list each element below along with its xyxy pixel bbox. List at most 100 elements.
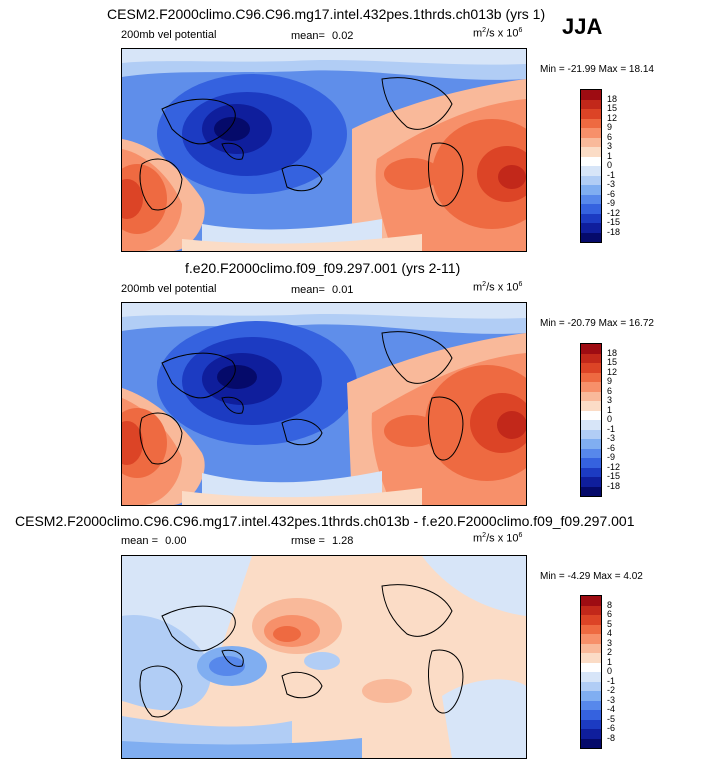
colorbar-tick-label: -12: [607, 461, 621, 472]
map-2-coastlines: [139, 331, 464, 465]
colorbar-tick-label: -6: [607, 723, 616, 733]
colorbar-tick-label: -1: [607, 423, 616, 434]
panel-3-title: CESM2.F2000climo.C96.C96.mg17.intel.432p…: [15, 513, 635, 529]
panel-2-map-svg: [122, 303, 526, 505]
colorbar-tick-label: 1: [607, 150, 613, 161]
colorbar-swatch: [581, 477, 601, 487]
panel-1-map: [121, 48, 527, 252]
map-1-coastlines: [139, 77, 464, 211]
panel-2-mean: mean= 0.01: [291, 284, 353, 296]
colorbar-swatch: [581, 410, 601, 420]
colorbar-swatch: [581, 128, 601, 138]
panel-3-minmax: Min = -4.29 Max = 4.02: [540, 571, 643, 582]
colorbar-swatch: [581, 634, 601, 644]
colorbar-swatch: [581, 653, 601, 663]
colorbar-swatch: [581, 147, 601, 157]
colorbar-swatch: [581, 363, 601, 373]
colorbar-tick-label: 1: [607, 404, 613, 415]
colorbar-tick-label: 15: [607, 103, 618, 113]
panel-1-mean-label: mean=: [291, 30, 325, 42]
colorbar-tick-label: -18: [607, 226, 621, 237]
colorbar-tick-label: 2: [607, 647, 613, 657]
panel-3-rmse: rmse = 1.28: [291, 535, 353, 547]
colorbar-tick-label: -5: [607, 713, 616, 724]
panel-3-map-svg: [122, 556, 526, 758]
colorbar-swatch: [581, 700, 601, 710]
panel-1-mean-value: 0.02: [332, 30, 354, 42]
colorbar-tick-label: 3: [607, 395, 613, 405]
colorbar-tick-label: -3: [607, 694, 616, 705]
colorbar-tick-label: 0: [607, 160, 613, 170]
panel-3-mean-label: mean =: [121, 535, 158, 547]
colorbar-tick-label: 3: [607, 141, 613, 151]
colorbar-swatch: [581, 185, 601, 195]
panel-2-title: f.e20.F2000climo.f09_f09.297.001 (yrs 2-…: [185, 260, 461, 276]
panel-3-colorbar: 8 6 5 4 3 2 1 0 -1 -2 -3 -4 -5 -6 -8: [580, 595, 615, 749]
panel-3-map: [121, 555, 527, 759]
colorbar-swatch: [581, 420, 601, 430]
colorbar-swatch: [581, 467, 601, 477]
colorbar-tick-label: 9: [607, 122, 613, 132]
panel-2-map: [121, 302, 527, 506]
colorbar-tick-label: -1: [607, 675, 616, 686]
panel-2-mean-value: 0.01: [332, 284, 354, 296]
colorbar-tick-label: -2: [607, 685, 616, 695]
colorbar-swatch: [581, 458, 601, 468]
colorbar-swatch: [581, 344, 601, 354]
colorbar-swatch: [581, 175, 601, 185]
colorbar-swatch: [581, 729, 601, 739]
panel-3-mean-value: 0.00: [165, 535, 187, 547]
map-1-high-core: [498, 165, 526, 189]
colorbar-tick-label: 0: [607, 666, 613, 676]
colorbar-swatch: [581, 99, 601, 109]
colorbar-swatch: [581, 204, 601, 214]
colorbar-tick-label: -1: [607, 169, 616, 180]
colorbar-tick-label: -3: [607, 179, 616, 189]
colorbar-swatch: [581, 624, 601, 634]
colorbar-swatch: [581, 672, 601, 682]
panel-1-minmax: Min = -21.99 Max = 18.14: [540, 64, 654, 75]
colorbar-swatch: [581, 353, 601, 363]
panel-3-rmse-label: rmse =: [291, 535, 325, 547]
colorbar-tick-label: -9: [607, 198, 616, 208]
colorbar-swatch: [581, 448, 601, 458]
panel-3-units: m2/s x 106: [473, 532, 523, 545]
colorbar-tick-label: 6: [607, 131, 613, 142]
colorbar-swatch: [581, 137, 601, 147]
colorbar-tick-label: 12: [607, 366, 618, 377]
colorbar-tick-label: 8: [607, 599, 613, 610]
colorbar-tick-label: 6: [607, 385, 613, 396]
panel-1-colorbar: 18 15 12 9 6 3 1 0 -1 -3 -6 -9 -12 -15 -18: [580, 89, 620, 243]
colorbar-tick-label: -15: [607, 471, 621, 481]
panel-1-map-svg: [122, 49, 526, 251]
map-3-coastlines: [139, 584, 464, 718]
panel-2-variable-label: 200mb vel potential: [121, 283, 217, 295]
colorbar-tick-label: 15: [607, 357, 618, 367]
colorbar-swatch: [581, 429, 601, 439]
colorbar-swatch: [581, 710, 601, 720]
colorbar-tick-label: 0: [607, 414, 613, 424]
colorbar-swatch: [581, 223, 601, 233]
colorbar-tick-label: 12: [607, 112, 618, 123]
colorbar-tick-label: -12: [607, 207, 621, 218]
colorbar-tick-label: 6: [607, 609, 613, 619]
colorbar-swatch: [581, 719, 601, 729]
colorbar-swatch: [581, 486, 601, 496]
colorbar-tick-label: 18: [607, 93, 618, 104]
colorbar-swatch: [581, 691, 601, 701]
panel-1-title: CESM2.F2000climo.C96.C96.mg17.intel.432p…: [107, 6, 546, 22]
colorbar-tick-label: 3: [607, 637, 613, 648]
colorbar-tick-label: -15: [607, 217, 621, 227]
colorbar-swatch: [581, 738, 601, 748]
colorbar-swatch: [581, 439, 601, 449]
colorbar-tick-label: -8: [607, 732, 616, 743]
colorbar-tick-label: -3: [607, 433, 616, 443]
colorbar-swatch: [581, 643, 601, 653]
colorbar-swatch: [581, 109, 601, 119]
map-2-high-core: [497, 411, 526, 439]
colorbar-swatch: [581, 90, 601, 100]
colorbar-tick-label: -6: [607, 188, 616, 199]
colorbar-tick-label: -9: [607, 452, 616, 462]
colorbar-tick-label: -4: [607, 704, 616, 714]
colorbar-tick-label: -18: [607, 480, 621, 491]
